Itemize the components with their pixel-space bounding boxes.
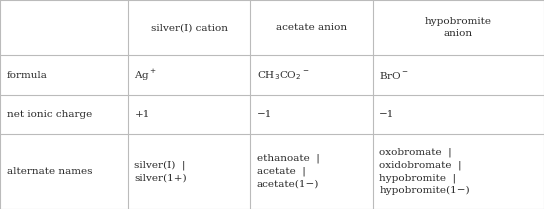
Text: oxobromate  |
oxidobromate  |
hypobromite  |
hypobromite(1−): oxobromate | oxidobromate | hypobromite …	[379, 147, 470, 195]
Text: silver(I)  |
silver(1+): silver(I) | silver(1+)	[134, 160, 187, 182]
Text: acetate anion: acetate anion	[276, 23, 347, 32]
Text: −1: −1	[257, 110, 272, 119]
Text: CH$_3$CO$_2$$^-$: CH$_3$CO$_2$$^-$	[257, 69, 309, 82]
Text: ethanoate  |
acetate  |
acetate(1−): ethanoate | acetate | acetate(1−)	[257, 154, 320, 189]
Text: hypobromite
anion: hypobromite anion	[425, 17, 492, 38]
Text: Ag$^+$: Ag$^+$	[134, 68, 157, 83]
Text: alternate names: alternate names	[7, 167, 92, 176]
Text: −1: −1	[379, 110, 394, 119]
Text: silver(I) cation: silver(I) cation	[151, 23, 227, 32]
Text: formula: formula	[7, 71, 47, 80]
Text: BrO$^-$: BrO$^-$	[379, 70, 409, 81]
Text: net ionic charge: net ionic charge	[7, 110, 92, 119]
Text: +1: +1	[134, 110, 150, 119]
